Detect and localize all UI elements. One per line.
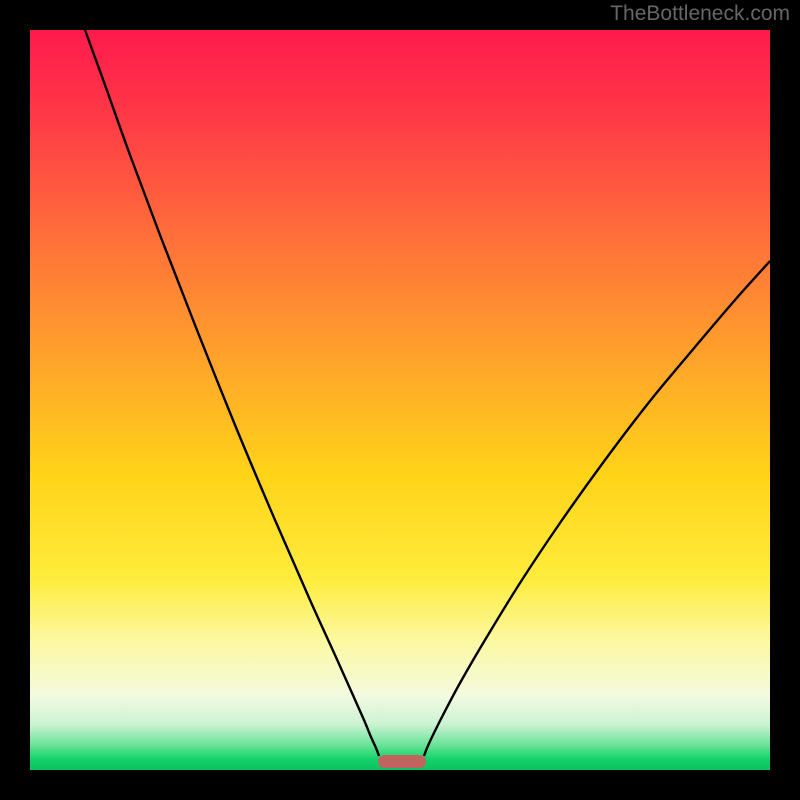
gradient-background — [30, 30, 770, 770]
chart-container: { "watermark": "TheBottleneck.com", "cha… — [0, 0, 800, 800]
watermark-text: TheBottleneck.com — [610, 2, 790, 26]
bottom-marker — [378, 755, 426, 768]
bottleneck-chart — [30, 30, 770, 770]
